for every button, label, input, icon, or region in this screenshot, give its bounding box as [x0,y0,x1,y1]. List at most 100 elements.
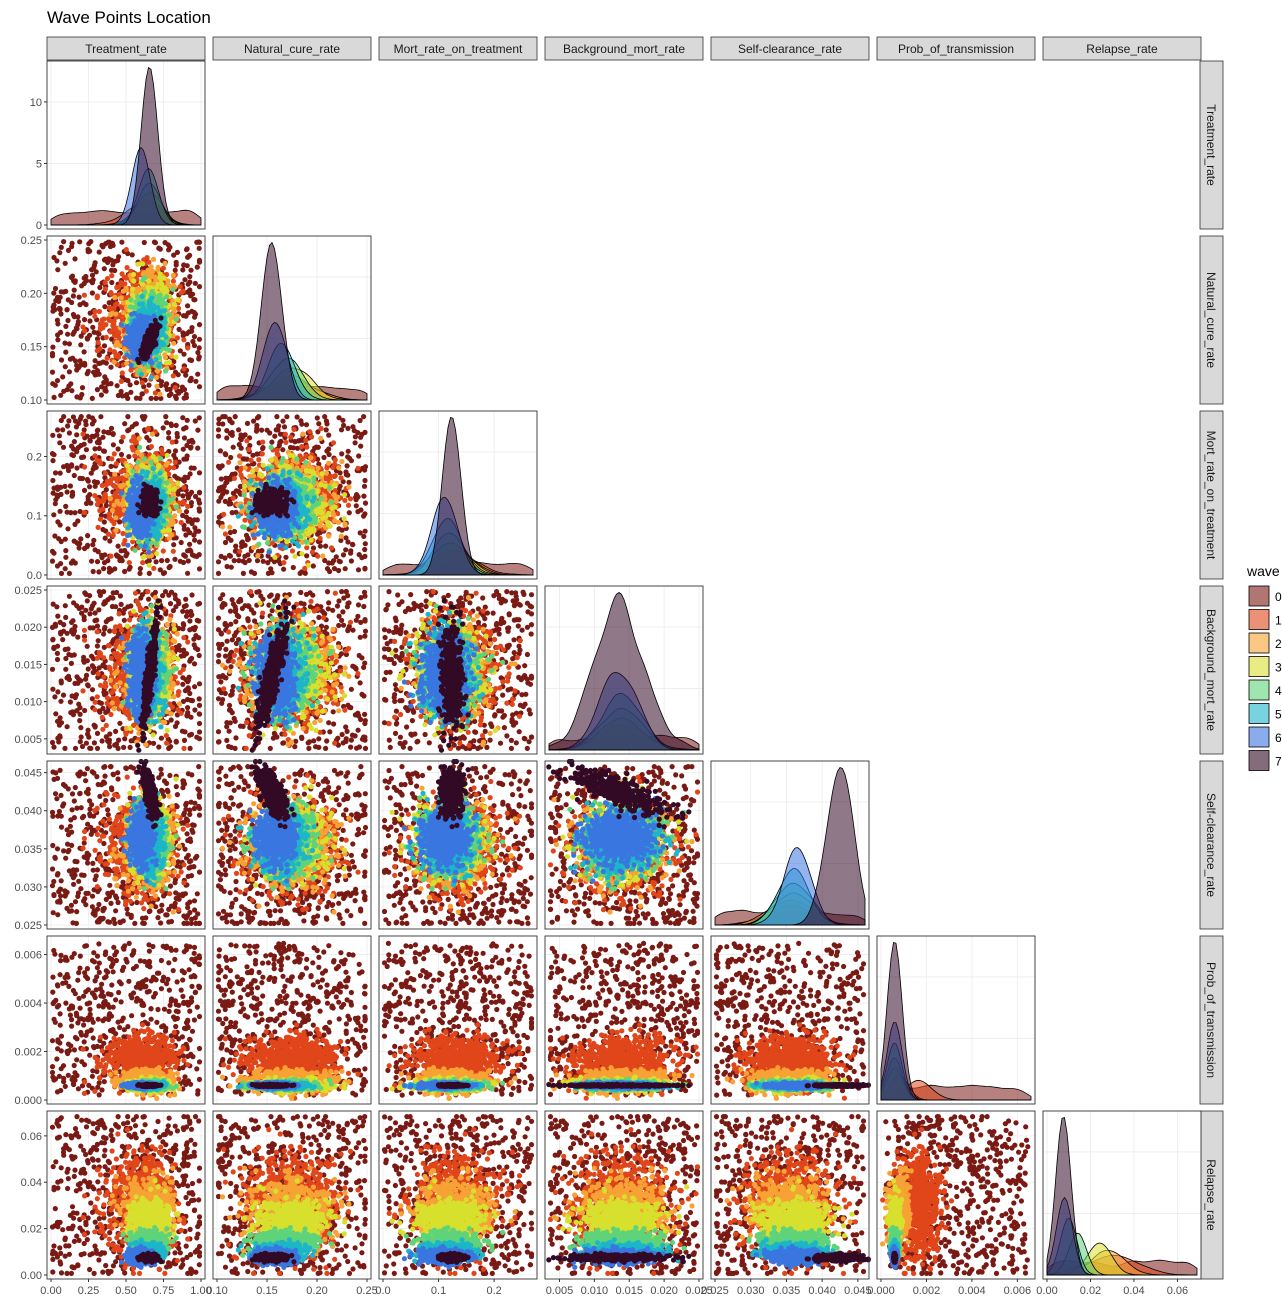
point-wave-0 [197,246,202,251]
point-wave-0 [78,342,83,347]
point-wave-0 [99,392,104,397]
point-wave-0 [184,247,189,252]
point-wave-0 [142,240,147,245]
point-wave-0 [178,348,183,353]
point-wave-0 [84,278,89,283]
point-wave-0 [112,268,117,273]
point-wave-1 [140,380,145,385]
point-wave-0 [67,369,72,374]
point-wave-0 [163,383,168,388]
point-wave-0 [92,364,97,369]
point-wave-0 [66,248,71,253]
point-wave-0 [74,367,79,372]
point-wave-0 [196,356,201,361]
point-wave-0 [124,392,129,397]
point-wave-0 [183,313,188,318]
point-wave-0 [65,387,70,392]
point-wave-0 [61,239,66,244]
point-wave-0 [79,392,84,397]
point-wave-0 [195,265,200,270]
point-wave-0 [195,372,200,377]
point-wave-0 [58,393,63,398]
point-wave-0 [53,383,58,388]
strip-top-label-5: Prob_of_transmission [898,42,1014,56]
point-wave-0 [67,341,72,346]
strip-top-label-1: Natural_cure_rate [244,42,340,56]
strip-right-label-4: Self-clearance_rate [1204,793,1218,897]
point-wave-0 [108,381,113,386]
point-wave-0 [102,257,107,262]
point-wave-0 [187,274,192,279]
point-wave-0 [173,268,178,273]
strip-top-label-4: Self-clearance_rate [738,42,842,56]
point-wave-0 [182,387,187,392]
point-wave-0 [90,290,95,295]
point-wave-0 [81,300,86,305]
point-wave-1 [124,247,129,252]
point-wave-0 [111,243,116,248]
point-wave-0 [119,240,124,245]
point-wave-0 [186,282,191,287]
point-wave-0 [189,358,194,363]
point-wave-0 [197,260,202,265]
strip-top-label-2: Mort_rate_on_treatment [394,42,523,56]
point-wave-0 [90,396,95,401]
point-wave-0 [194,240,199,245]
point-wave-0 [185,263,190,268]
point-wave-0 [154,396,159,401]
point-wave-0 [55,337,60,342]
point-wave-0 [65,307,70,312]
point-wave-0 [90,280,95,285]
point-wave-1 [95,295,100,300]
point-wave-1 [119,280,124,285]
point-wave-0 [72,288,77,293]
panel-0-0 [47,61,205,229]
point-wave-0 [108,365,113,370]
point-wave-0 [50,345,55,350]
point-wave-0 [158,247,163,252]
point-wave-1 [108,329,113,334]
point-wave-0 [185,303,190,308]
point-wave-0 [80,385,85,390]
point-wave-1 [119,379,124,384]
point-wave-1 [116,355,121,360]
point-wave-0 [55,378,60,383]
point-wave-0 [149,396,154,401]
point-wave-0 [90,325,95,330]
point-wave-0 [99,243,104,248]
point-wave-1 [114,301,119,306]
point-wave-1 [96,340,101,345]
point-wave-0 [192,334,197,339]
point-wave-0 [65,332,70,337]
point-wave-0 [93,358,98,363]
point-wave-0 [152,240,157,245]
point-wave-0 [55,295,60,300]
point-wave-0 [166,247,171,252]
point-wave-0 [128,382,133,387]
point-wave-0 [55,332,60,337]
point-wave-0 [188,268,193,273]
point-wave-0 [197,337,202,342]
point-wave-1 [97,309,102,314]
point-wave-0 [130,252,135,257]
point-wave-0 [94,269,99,274]
point-wave-0 [180,267,185,272]
point-wave-0 [74,394,79,399]
point-wave-0 [74,326,79,331]
point-wave-0 [68,357,73,362]
point-wave-1 [120,370,125,375]
point-wave-1 [98,321,103,326]
point-wave-1 [161,266,166,271]
strip-right-label-0: Treatment_rate [1204,104,1218,186]
strip-right-label-2: Mort_rate_on_treatment [1204,431,1218,560]
point-wave-0 [77,295,82,300]
point-wave-0 [92,263,97,268]
point-wave-0 [171,253,176,258]
strip-right-label-5: Prob_of_transmission [1204,962,1218,1078]
strip-top-label-6: Relapse_rate [1086,42,1158,56]
point-wave-2 [122,347,127,352]
point-wave-0 [87,318,92,323]
point-wave-0 [77,239,82,244]
point-wave-1 [181,337,186,342]
point-wave-0 [75,314,80,319]
